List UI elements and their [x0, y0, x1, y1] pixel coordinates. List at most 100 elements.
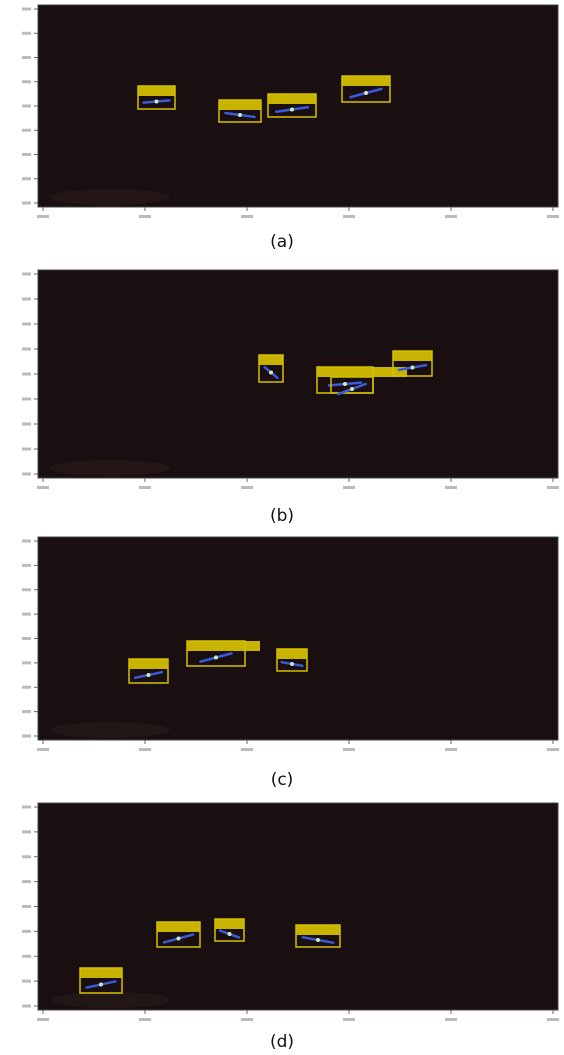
tick-label-blur [22, 930, 31, 933]
caption: (b) [270, 506, 294, 526]
tick-label-blur [22, 1005, 31, 1008]
figure: (a) (b) (c) (d) [0, 0, 564, 1055]
tick-label-blur [343, 215, 355, 218]
label-bar [187, 641, 260, 651]
tick-label-blur [22, 735, 31, 738]
label-bar [259, 355, 283, 365]
tick-label-blur [22, 273, 31, 276]
target-core [316, 938, 320, 942]
tick-label-blur [241, 1018, 253, 1021]
tick-label-blur [139, 1018, 151, 1021]
page: {"figure": {"panels": [{"caption": "(a)"… [0, 0, 564, 1055]
target-core [269, 371, 273, 375]
panel: (b) [22, 270, 559, 526]
tick-label-blur [22, 153, 31, 156]
tick-label-blur [22, 129, 31, 132]
panel: (a) [22, 5, 559, 252]
label-bar [296, 925, 340, 935]
sonar-image [38, 803, 558, 1010]
caption: (d) [270, 1032, 294, 1052]
target-core [238, 113, 242, 117]
label-bar [138, 86, 175, 96]
target-core [411, 366, 415, 370]
tick-label-blur [241, 748, 253, 751]
tick-label-blur [22, 323, 31, 326]
tick-label-blur [343, 1018, 355, 1021]
panel: (c) [22, 537, 559, 790]
label-bar [277, 649, 307, 659]
tick-label-blur [22, 686, 31, 689]
label-bar [80, 968, 122, 978]
tick-label-blur [445, 748, 457, 751]
tick-label-blur [22, 373, 31, 376]
tick-label-blur [22, 710, 31, 713]
sonar-image [38, 5, 558, 207]
tick-label-blur [139, 486, 151, 489]
tick-label-blur [139, 215, 151, 218]
tick-label-blur [22, 177, 31, 180]
label-bar [219, 100, 261, 110]
tick-label-blur [22, 423, 31, 426]
caption: (c) [271, 770, 294, 790]
tick-label-blur [547, 1018, 559, 1021]
tick-label-blur [343, 748, 355, 751]
tick-label-blur [22, 613, 31, 616]
tick-label-blur [22, 661, 31, 664]
label-bar [129, 659, 168, 669]
tick-label-blur [22, 880, 31, 883]
tick-label-blur [547, 486, 559, 489]
target-core [290, 662, 294, 666]
tick-label-blur [22, 448, 31, 451]
label-bar [342, 76, 390, 86]
tick-label-blur [139, 748, 151, 751]
tick-label-blur [37, 486, 49, 489]
tick-label-blur [22, 348, 31, 351]
seabed-glow [50, 992, 170, 1008]
seabed-glow [50, 460, 170, 476]
target-core [147, 673, 151, 677]
tick-label-blur [22, 298, 31, 301]
tick-label-blur [22, 56, 31, 59]
tick-label-blur [547, 748, 559, 751]
seabed-glow [50, 189, 170, 205]
tick-label-blur [547, 215, 559, 218]
tick-label-blur [37, 748, 49, 751]
target-core [364, 91, 368, 95]
tick-label-blur [22, 398, 31, 401]
target-core [290, 108, 294, 112]
tick-label-blur [241, 486, 253, 489]
panel: (d) [22, 803, 559, 1052]
label-bar [393, 351, 432, 361]
sonar-image [38, 270, 558, 478]
tick-label-blur [22, 905, 31, 908]
tick-label-blur [22, 830, 31, 833]
tick-label-blur [22, 637, 31, 640]
sonar-image [38, 537, 558, 740]
tick-label-blur [22, 806, 31, 809]
tick-label-blur [22, 540, 31, 543]
tick-label-blur [22, 955, 31, 958]
target-core [214, 656, 218, 660]
tick-label-blur [445, 1018, 457, 1021]
label-bar [268, 94, 316, 104]
target-core [177, 937, 181, 941]
tick-label-blur [22, 105, 31, 108]
tick-label-blur [22, 8, 31, 11]
label-bar [215, 919, 244, 929]
label-bar [157, 922, 200, 932]
tick-label-blur [22, 473, 31, 476]
tick-label-blur [343, 486, 355, 489]
tick-label-blur [241, 215, 253, 218]
target-core [350, 387, 354, 391]
tick-label-blur [445, 486, 457, 489]
tick-label-blur [22, 202, 31, 205]
tick-label-blur [22, 588, 31, 591]
tick-label-blur [22, 32, 31, 35]
tick-label-blur [22, 80, 31, 83]
tick-label-blur [22, 980, 31, 983]
tick-label-blur [22, 564, 31, 567]
target-core [99, 983, 103, 987]
seabed-glow [50, 722, 170, 738]
target-core [228, 932, 232, 936]
tick-label-blur [37, 215, 49, 218]
